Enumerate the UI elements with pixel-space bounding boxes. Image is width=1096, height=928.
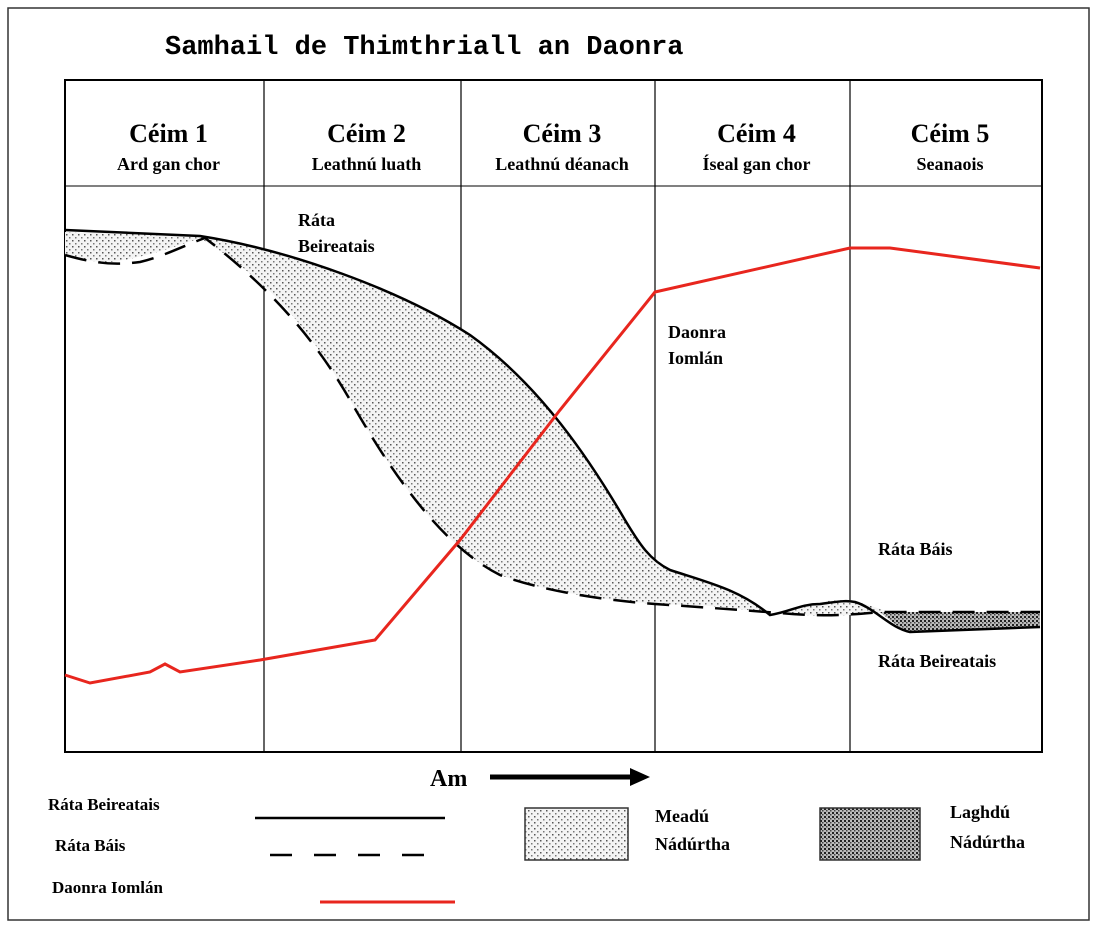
stage-name: Leathnú luath xyxy=(312,154,422,174)
natural-increase-area xyxy=(65,232,770,615)
stage-number: Céim 4 xyxy=(717,119,796,148)
outer-border xyxy=(7,7,1090,921)
legend-swatch xyxy=(524,807,629,861)
legend-label: Meadú xyxy=(655,806,709,826)
stage-name: Seanaois xyxy=(916,154,983,174)
curve-label: Beireatais xyxy=(298,236,375,256)
stage-headers: Céim 1 Ard gan chor Céim 2 Leathnú luath Céi… xyxy=(117,119,989,174)
legend-label: Ráta Báis xyxy=(55,836,126,855)
curve-label: Ráta Beireatais xyxy=(878,651,996,671)
time-label: Am xyxy=(430,766,467,792)
population-curve xyxy=(64,246,1041,685)
curve-label: Iomlán xyxy=(668,348,723,368)
legend-swatch xyxy=(819,807,921,861)
natural-decrease-area xyxy=(880,612,1040,632)
stage-name: Íseal gan chor xyxy=(703,153,811,174)
stage-name: Ard gan chor xyxy=(117,154,220,174)
legend-label: Laghdú xyxy=(950,802,1010,822)
legend-label: Nádúrtha xyxy=(655,834,730,854)
curve-label: Daonra xyxy=(668,322,726,342)
legend-label: Daonra Iomlán xyxy=(52,878,164,897)
curve-label: Ráta Báis xyxy=(878,539,953,559)
curve-label: Ráta xyxy=(298,210,335,230)
birth-rate-curve xyxy=(64,228,1041,634)
death-rate-curve xyxy=(64,236,1040,617)
stage-number: Céim 5 xyxy=(911,119,990,148)
stage-number: Céim 3 xyxy=(523,119,602,148)
title: Samhail de Thimthriall an Daonra xyxy=(165,33,683,63)
stage-number: Céim 1 xyxy=(129,119,208,148)
chart-box xyxy=(64,79,1043,753)
time-arrowhead xyxy=(630,768,650,786)
stage-name: Leathnú déanach xyxy=(495,154,629,174)
legend-label: Nádúrtha xyxy=(950,832,1025,852)
legend-label: Ráta Beireatais xyxy=(48,795,160,814)
stage-number: Céim 2 xyxy=(327,119,406,148)
